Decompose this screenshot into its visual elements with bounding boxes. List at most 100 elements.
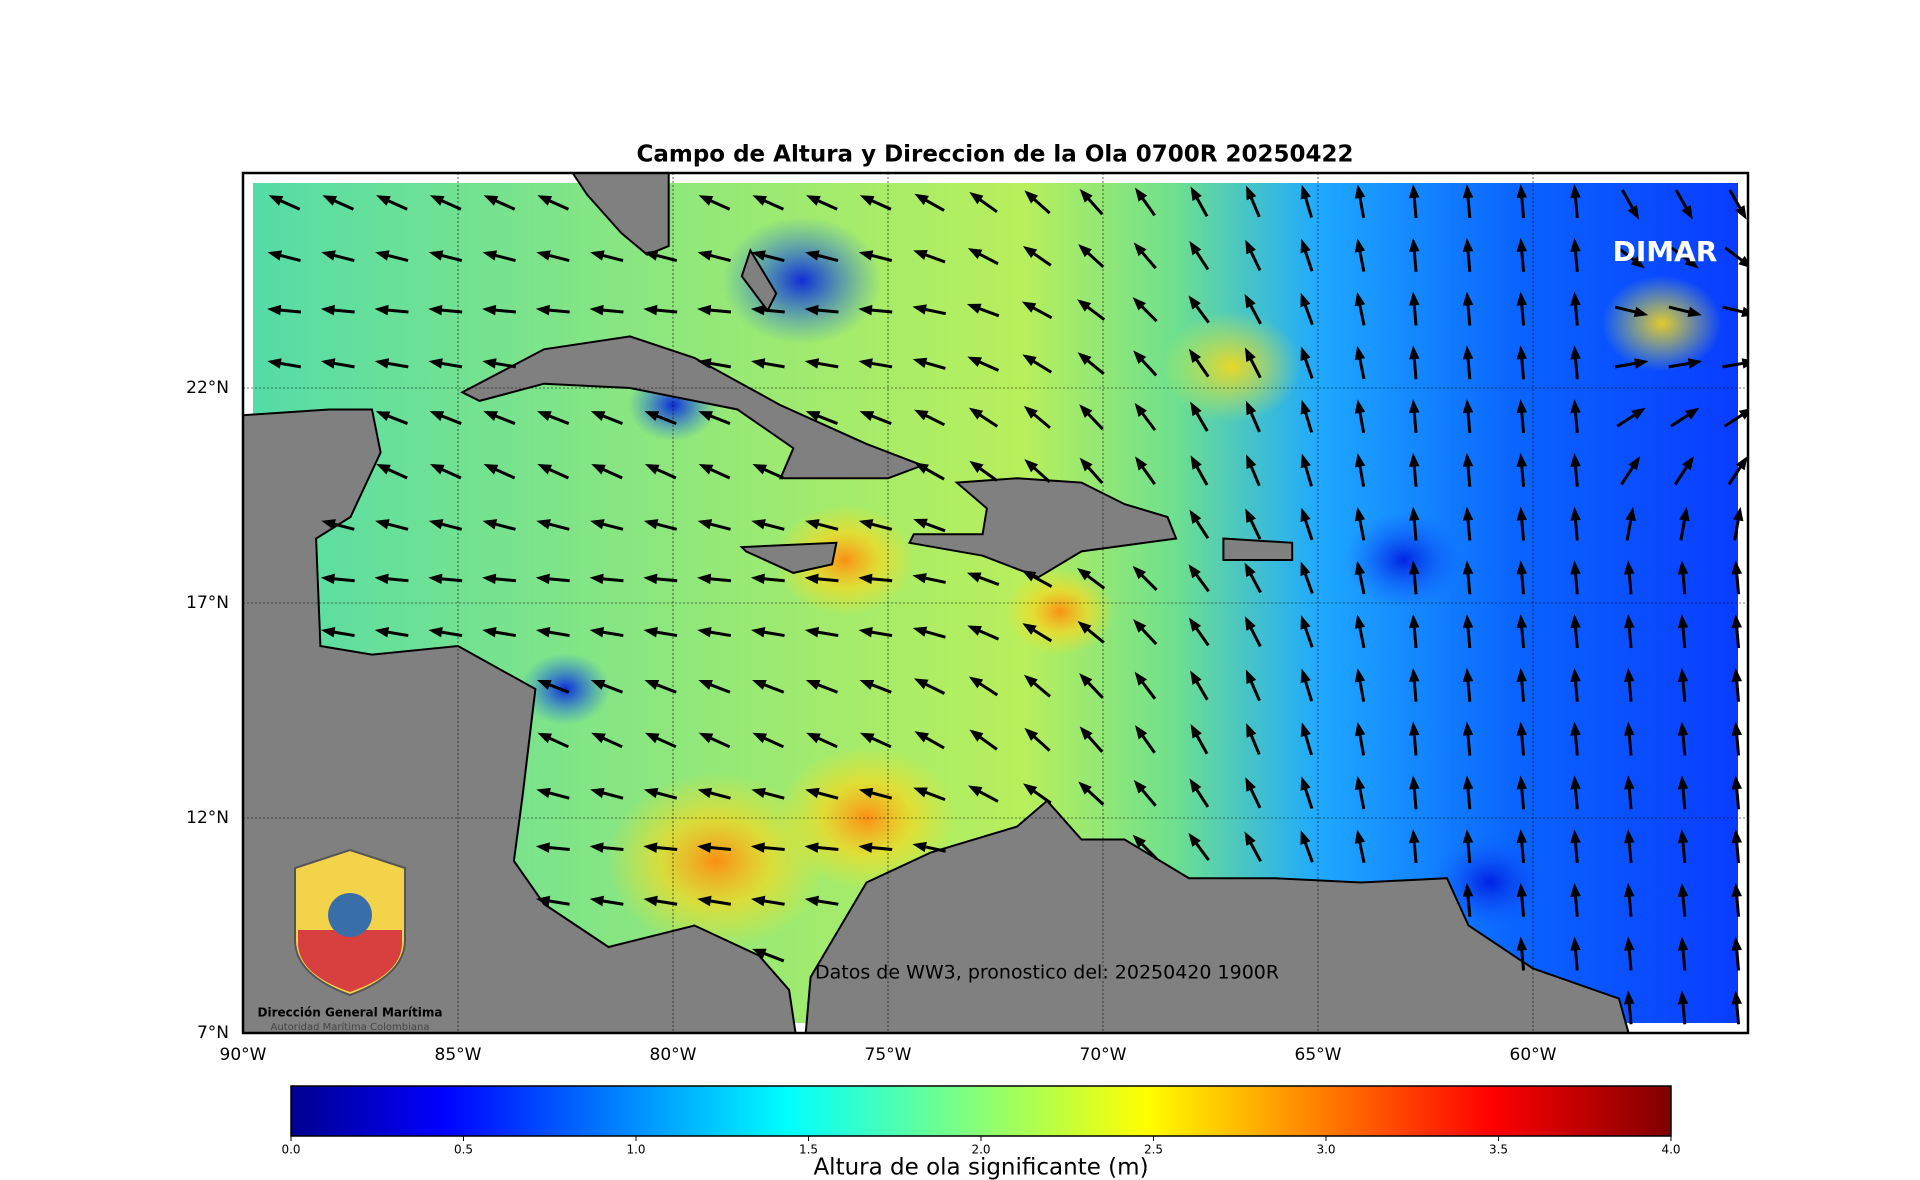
wave-arrow-head [751,358,766,369]
wave-arrow-head [698,464,714,475]
wave-arrow-head [1022,354,1037,367]
wave-arrow-head [858,842,873,853]
wave-arrow-head [912,841,927,853]
wave-arrow-head [1677,936,1689,951]
wave-arrow-head [1190,455,1202,470]
wave-arrow-head [429,411,445,422]
wave-arrow-head [1190,723,1202,739]
wave-arrow-head [1246,454,1257,469]
wave-arrow-head [750,573,765,585]
wave-arrow-head [1570,775,1581,790]
wave-arrow-head [590,250,605,261]
colorbar-tick-label: 4.0 [1661,1143,1680,1157]
wave-arrow-head [967,785,983,797]
wave-arrow-head [1021,301,1037,313]
wave-arrow-head [1135,456,1148,471]
wave-arrow-head [320,304,335,316]
wave-arrow-head [1300,184,1311,200]
wave-arrow-head [643,895,658,907]
wave-arrow-head [805,787,820,799]
wave-arrow-head [268,195,284,206]
wave-arrow-head [1244,347,1256,362]
wave-arrow-head [1133,350,1147,364]
wave-arrow-head [914,193,929,206]
colorbar [290,1085,1672,1137]
wave-arrow-head [1570,882,1581,897]
wave-arrow-head [1189,240,1202,256]
wave-arrow-head [1516,506,1528,521]
wave-arrow-head [1189,778,1202,793]
wave-arrow-head [536,787,551,799]
wave-arrow-head [1570,721,1581,736]
wave-arrow-head [589,895,605,907]
wave-arrow-head [1633,306,1649,317]
map-title: Campo de Altura y Direccion de la Ola 07… [636,142,1353,168]
wave-arrow-head [1409,614,1420,629]
wave-arrow-head [1189,509,1202,524]
wave-arrow-head [1462,345,1474,360]
wave-arrow-head [1245,239,1256,255]
wave-arrow-head [1684,255,1699,269]
wave-arrow-head [1735,455,1748,471]
land [571,173,670,256]
wave-arrow-head [969,460,984,474]
wave-arrow-head [697,842,712,853]
wave-arrow-head [1731,882,1743,897]
wave-arrow-head [1682,455,1694,471]
wave-arrow-head [483,464,499,475]
wave-arrow-head [1079,726,1093,741]
wave-arrow-head [374,304,389,316]
wave-arrow-head [806,195,821,206]
wave-arrow-head [1354,399,1366,414]
wave-arrow-head [1246,723,1257,738]
wave-arrow-head [644,464,660,475]
wave-arrow-head [482,358,497,369]
wave-arrow-head [1409,291,1420,306]
wave-arrow-head [428,358,443,369]
wave-arrow-head [1354,829,1366,844]
wave-arrow-head [697,519,713,530]
land [739,541,838,574]
wave-arrow-head [1685,407,1700,420]
wave-arrow-head [590,519,605,530]
wave-arrow-head [643,573,658,585]
wave-arrow-head [1624,721,1635,736]
wave-arrow-head [750,842,765,853]
wave-arrow-head [1516,237,1528,252]
wave-arrow-head [643,627,658,638]
wave-arrow-head [1079,188,1093,203]
wave-arrow-head [698,411,713,422]
wave-arrow-head [1731,775,1743,790]
wave-arrow-head [804,895,820,907]
wave-field [1602,275,1722,372]
wave-arrow-head [752,464,768,475]
wave-arrow-head [1133,619,1147,633]
logo: Dirección General Marítima Autoridad Mar… [258,848,442,1033]
wave-arrow-head [1731,829,1743,844]
wave-arrow-head [643,250,659,261]
wave-arrow-head [535,895,551,907]
wave-arrow-head [1570,829,1581,844]
wave-field [1344,512,1464,608]
wave-arrow-head [859,411,875,422]
wave-arrow-head [913,678,929,690]
wave-arrow-head [643,842,658,853]
wave-arrow-head [1409,829,1420,844]
wave-arrow-head [1409,560,1420,575]
wave-arrow-head [644,680,660,690]
wave-arrow-head [1409,452,1420,467]
wave-arrow-head [1462,184,1474,199]
wave-arrow-head [752,680,767,690]
wave-arrow-head [267,304,282,316]
wave-arrow-head [751,787,766,799]
wave-arrow-head [967,625,982,636]
wave-field [775,504,915,616]
wave-arrow-head [1516,399,1528,414]
wave-arrow-head [1462,560,1474,575]
wave-arrow-head [1687,358,1703,369]
wave-arrow-head [1741,358,1748,369]
wave-arrow-head [804,627,820,638]
lon-tick-label: 60°W [1510,1045,1557,1065]
wave-arrow-head [1462,667,1474,682]
wave-arrow-head [1300,722,1311,737]
